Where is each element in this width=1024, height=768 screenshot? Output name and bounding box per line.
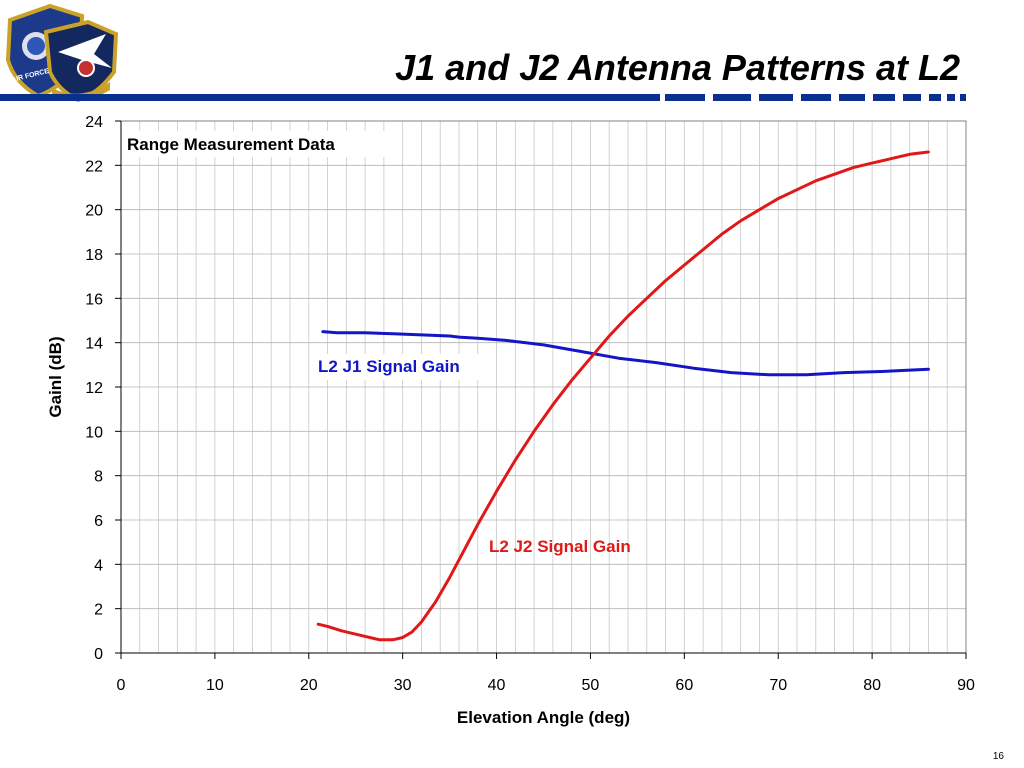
x-tick-label: 80 [863, 677, 881, 694]
logo-text: AIR FORCE [11, 68, 50, 84]
x-tick-label: 60 [675, 677, 693, 694]
y-tick-label: 6 [94, 513, 103, 530]
series-label-j2: L2 J2 Signal Gain [489, 537, 631, 556]
chart-series [316, 150, 930, 642]
x-axis-label: Elevation Angle (deg) [457, 708, 630, 727]
title-rule [0, 94, 966, 101]
y-tick-label: 22 [85, 158, 103, 175]
x-tick-label: 0 [117, 677, 126, 694]
series-label-j1: L2 J1 Signal Gain [318, 357, 460, 376]
y-tick-label: 10 [85, 424, 103, 441]
y-tick-label: 4 [94, 557, 103, 574]
y-tick-label: 14 [85, 336, 103, 353]
chart-annotation: Range Measurement Data [127, 135, 335, 154]
y-axis-label: Gainl (dB) [46, 336, 65, 417]
series-label-j1-background [314, 354, 492, 380]
y-tick-label: 24 [85, 114, 103, 131]
x-tick-label: 70 [769, 677, 787, 694]
page-number: 16 [992, 751, 1004, 762]
x-tick-label: 50 [582, 677, 600, 694]
y-tick-label: 16 [85, 291, 103, 308]
slide-title: J1 and J2 Antenna Patterns at L2 [395, 47, 960, 88]
x-tick-label: 10 [206, 677, 224, 694]
y-tick-label: 2 [94, 602, 103, 619]
x-tick-label: 90 [957, 677, 975, 694]
x-tick-label: 20 [300, 677, 318, 694]
antenna-pattern-chart: 0 10 20 30 40 50 60 70 80 90024681012141618202224… [46, 114, 975, 727]
y-tick-label: 20 [85, 203, 103, 220]
series-line-j2 [316, 150, 930, 642]
annotation-background [123, 131, 385, 157]
y-tick-label: 8 [94, 469, 103, 486]
y-tick-label: 18 [85, 247, 103, 264]
air-force-logo: AIR FORCE [2, 2, 122, 103]
y-tick-label: 0 [94, 646, 103, 663]
x-tick-label: 30 [394, 677, 412, 694]
chart-grid [121, 121, 966, 653]
x-tick-label: 40 [488, 677, 506, 694]
y-tick-label: 12 [85, 380, 103, 397]
series-line-j1 [321, 330, 930, 377]
